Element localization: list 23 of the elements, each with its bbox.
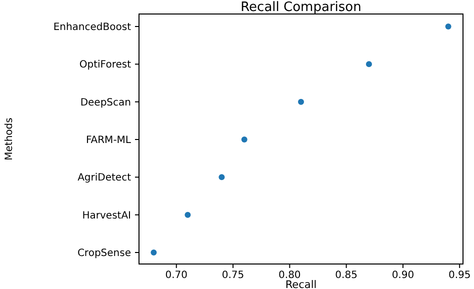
point xyxy=(298,98,304,105)
y-tick-label: HarvestAI xyxy=(82,210,131,222)
point xyxy=(184,212,191,218)
x-axis-title: Recall xyxy=(285,279,317,289)
point xyxy=(241,136,248,142)
y-tick-label: CropSense xyxy=(77,248,131,259)
point xyxy=(445,24,452,30)
y-tick-label: EnhancedBoost xyxy=(53,22,132,33)
y-tick-label: DeepScan xyxy=(80,97,131,108)
y-axis-title: Methods xyxy=(4,118,15,160)
x-tick-label: 0.95 xyxy=(448,270,471,281)
x-tick-label: 0.80 xyxy=(278,270,301,281)
x-tick-label: 0.70 xyxy=(165,270,188,281)
y-tick-label: AgriDetect xyxy=(78,172,132,184)
x-tick-label: 0.90 xyxy=(392,270,414,281)
x-tick-label: 0.85 xyxy=(335,270,358,281)
point xyxy=(150,250,157,256)
x-tick-label: 0.75 xyxy=(222,270,244,281)
y-tick-label: OptiForest xyxy=(79,60,132,71)
y-tick-label: FARM-ML xyxy=(86,135,132,146)
chart-title: Recall Comparison xyxy=(240,0,362,15)
point xyxy=(218,174,225,180)
point xyxy=(366,61,372,68)
